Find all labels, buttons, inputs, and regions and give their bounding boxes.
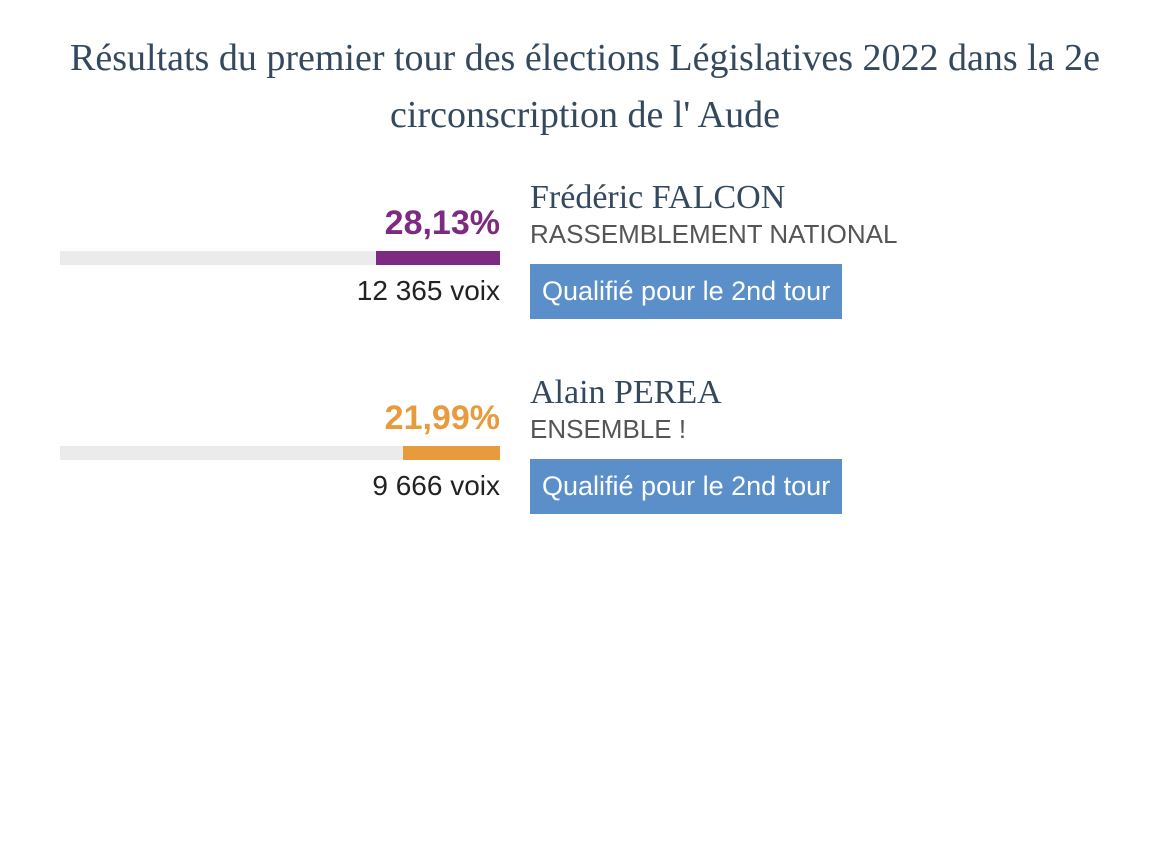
- candidate-info: Frédéric FALCONRASSEMBLEMENT NATIONAL Qua…: [530, 179, 1110, 319]
- candidate-row: 28,13% 12 365 voix Frédéric FALCONRASSEMBL…: [60, 179, 1110, 319]
- percentage-value: 28,13%: [385, 204, 500, 243]
- page-title: Résultats du premier tour des élections …: [60, 30, 1110, 144]
- candidate-name: Frédéric FALCON: [530, 179, 1110, 217]
- votes-count: 9 666 voix: [372, 470, 500, 502]
- candidate-info: Alain PEREAENSEMBLE ! Qualifié pour le 2n…: [530, 374, 1110, 514]
- candidate-row: 21,99% 9 666 voix Alain PEREAENSEMBLE ! Qua…: [60, 374, 1110, 514]
- bar-fill: [403, 446, 500, 460]
- qualified-badge: Qualifié pour le 2nd tour: [530, 459, 842, 514]
- party-name: RASSEMBLEMENT NATIONAL: [530, 219, 1110, 250]
- party-name: ENSEMBLE !: [530, 414, 1110, 445]
- bar-fill: [376, 251, 500, 265]
- bar-track: [60, 251, 500, 265]
- votes-count: 12 365 voix: [357, 275, 500, 307]
- candidates-list: 28,13% 12 365 voix Frédéric FALCONRASSEMBL…: [60, 179, 1110, 514]
- percentage-value: 21,99%: [385, 399, 500, 438]
- bar-track: [60, 446, 500, 460]
- candidate-stats: 28,13% 12 365 voix: [60, 179, 500, 307]
- candidate-stats: 21,99% 9 666 voix: [60, 374, 500, 502]
- qualified-badge: Qualifié pour le 2nd tour: [530, 264, 842, 319]
- candidate-name: Alain PEREA: [530, 374, 1110, 412]
